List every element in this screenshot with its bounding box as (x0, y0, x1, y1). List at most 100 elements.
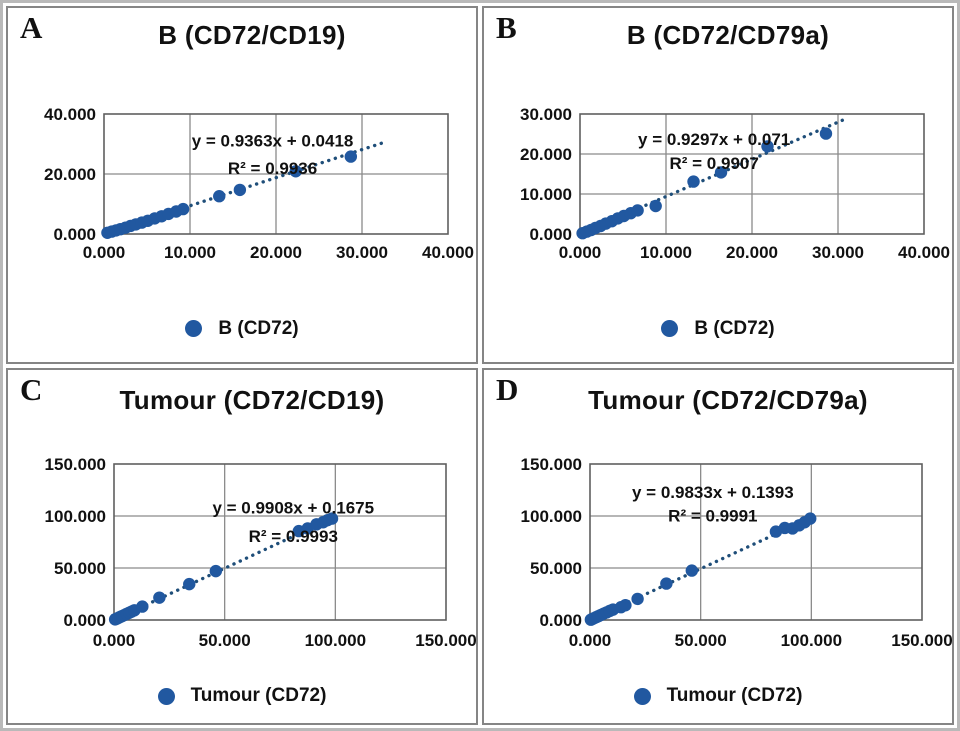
chart-title-c: Tumour (CD72/CD19) (119, 384, 385, 415)
data-point (714, 166, 728, 179)
data-point (761, 140, 774, 153)
x-tick-label: 0.000 (559, 243, 602, 262)
x-tick-label: 50.000 (675, 631, 727, 650)
legend-a: B (CD72) (8, 318, 476, 340)
legend-marker-circle-icon (661, 320, 679, 337)
scatter-plot: 0.000 50.000 100.000 150.000 0.000 50.000 100.… (45, 455, 476, 650)
x-tick-label: 30.000 (336, 243, 388, 262)
legend-label-d: Tumour (CD72) (666, 685, 803, 706)
scatter-chart-c: 0.000 50.000 100.000 150.000 0.000 50.000 100.… (8, 440, 476, 680)
panel-a: A B (CD72/CD19) 0.000 20.000 40.000 0.000 10… (6, 6, 478, 364)
scatter-chart-d: 0.000 50.000 100.000 150.000 0.000 50.000 100.… (484, 440, 952, 680)
data-point (289, 165, 302, 178)
y-tick-label: 0.000 (529, 225, 572, 244)
scatter-plot: 0.000 50.000 100.000 150.000 0.000 50.000 100.… (521, 455, 952, 650)
r-squared-label: R² = 0.9907 (670, 154, 759, 173)
plot-border (579, 113, 925, 235)
panel-letter-a: A (20, 10, 43, 45)
plot-border (589, 462, 923, 621)
r-squared-label: R² = 0.9993 (249, 526, 338, 545)
data-point (631, 204, 644, 217)
trendline-equation-label: y = 0.9363x + 0.0418 (192, 131, 354, 150)
scatter-plot: 0.000 20.000 40.000 0.000 10.000 20.000 30.000… (44, 105, 474, 262)
panel-c: C Tumour (CD72/CD19) 0.000 50.000 100.000 1… (6, 367, 478, 725)
plot-border (113, 462, 447, 621)
x-tick-label: 50.000 (199, 631, 251, 650)
legend-label-a: B (CD72) (218, 317, 299, 339)
x-tick-label: 0.000 (83, 243, 126, 262)
legend-label-b: B (CD72) (694, 317, 775, 339)
x-tick-label: 20.000 (726, 243, 778, 262)
x-tick-label: 100.000 (305, 631, 366, 650)
y-tick-label: 20.000 (44, 165, 96, 184)
y-tick-label: 100.000 (45, 507, 106, 526)
trendline-equation-label: y = 0.9833x + 0.1393 (632, 483, 794, 502)
data-point (176, 202, 190, 216)
panel-d: D Tumour (CD72/CD79a) 0.000 50.000 100.000… (482, 367, 954, 725)
x-tick-label: 150.000 (891, 631, 952, 650)
data-point (687, 175, 700, 188)
y-tick-label: 150.000 (45, 455, 106, 474)
data-point (153, 590, 166, 604)
chart-title-d: Tumour (CD72/CD79a) (588, 384, 868, 415)
y-tick-label: 150.000 (521, 455, 582, 474)
scatter-chart-a: 0.000 20.000 40.000 0.000 10.000 20.000 30.000… (8, 84, 476, 280)
x-tick-label: 30.000 (812, 243, 864, 262)
x-tick-label: 10.000 (640, 243, 692, 262)
x-tick-label: 20.000 (250, 243, 302, 262)
data-point (631, 592, 644, 605)
legend-label-c: Tumour (CD72) (190, 685, 327, 706)
x-tick-label: 40.000 (422, 243, 474, 262)
x-tick-label: 10.000 (164, 243, 216, 262)
y-tick-label: 40.000 (44, 105, 96, 124)
data-point (619, 598, 632, 611)
y-tick-label: 0.000 (539, 611, 582, 630)
x-tick-label: 100.000 (781, 631, 842, 650)
panel-letter-b: B (496, 10, 517, 45)
panel-letter-d: D (496, 371, 519, 407)
trendline-equation-label: y = 0.9908x + 0.1675 (212, 498, 374, 517)
data-point (344, 150, 358, 163)
data-point (660, 576, 673, 590)
data-point (209, 564, 223, 577)
legend-marker-circle-icon (157, 687, 175, 705)
data-point (136, 599, 149, 613)
y-tick-label: 10.000 (520, 185, 572, 204)
y-tick-label: 0.000 (53, 225, 96, 244)
data-point (233, 183, 247, 197)
data-point (213, 190, 226, 203)
y-tick-label: 30.000 (520, 105, 572, 124)
panel-b: B B (CD72/CD79a) 0.000 10.000 20.000 30.000… (482, 6, 954, 364)
x-tick-label: 0.000 (93, 631, 136, 650)
y-tick-label: 20.000 (520, 145, 572, 164)
panel-letter-c: C (20, 371, 43, 407)
legend-b: B (CD72) (484, 318, 952, 340)
scatter-chart-b: 0.000 10.000 20.000 30.000 0.000 10.000 20.000… (484, 84, 952, 280)
trendline-equation-label: y = 0.9297x + 0.071 (638, 130, 790, 149)
data-point (649, 199, 662, 213)
y-tick-label: 100.000 (521, 507, 582, 526)
data-point (183, 577, 196, 590)
chart-title-a: B (CD72/CD19) (158, 20, 346, 50)
y-tick-label: 0.000 (63, 611, 106, 630)
data-point (685, 563, 699, 577)
trend-line (113, 514, 339, 621)
legend-d: Tumour (CD72) (484, 685, 952, 707)
r-squared-label: R² = 0.9936 (228, 159, 317, 178)
data-point (804, 511, 817, 525)
legend-c: Tumour (CD72) (8, 685, 476, 707)
x-tick-label: 150.000 (415, 631, 476, 650)
r-squared-label: R² = 0.9991 (668, 506, 757, 525)
legend-marker-circle-icon (185, 320, 203, 337)
legend-marker-circle-icon (633, 687, 651, 705)
data-point (819, 127, 833, 140)
x-tick-label: 0.000 (569, 631, 612, 650)
chart-title-b: B (CD72/CD79a) (626, 20, 830, 50)
y-tick-label: 50.000 (530, 559, 582, 578)
scatter-plot: 0.000 10.000 20.000 30.000 0.000 10.000 20.000… (520, 105, 950, 262)
x-tick-label: 40.000 (898, 243, 950, 262)
data-point (325, 511, 339, 525)
y-tick-label: 50.000 (54, 559, 106, 578)
plot-border (103, 113, 449, 235)
